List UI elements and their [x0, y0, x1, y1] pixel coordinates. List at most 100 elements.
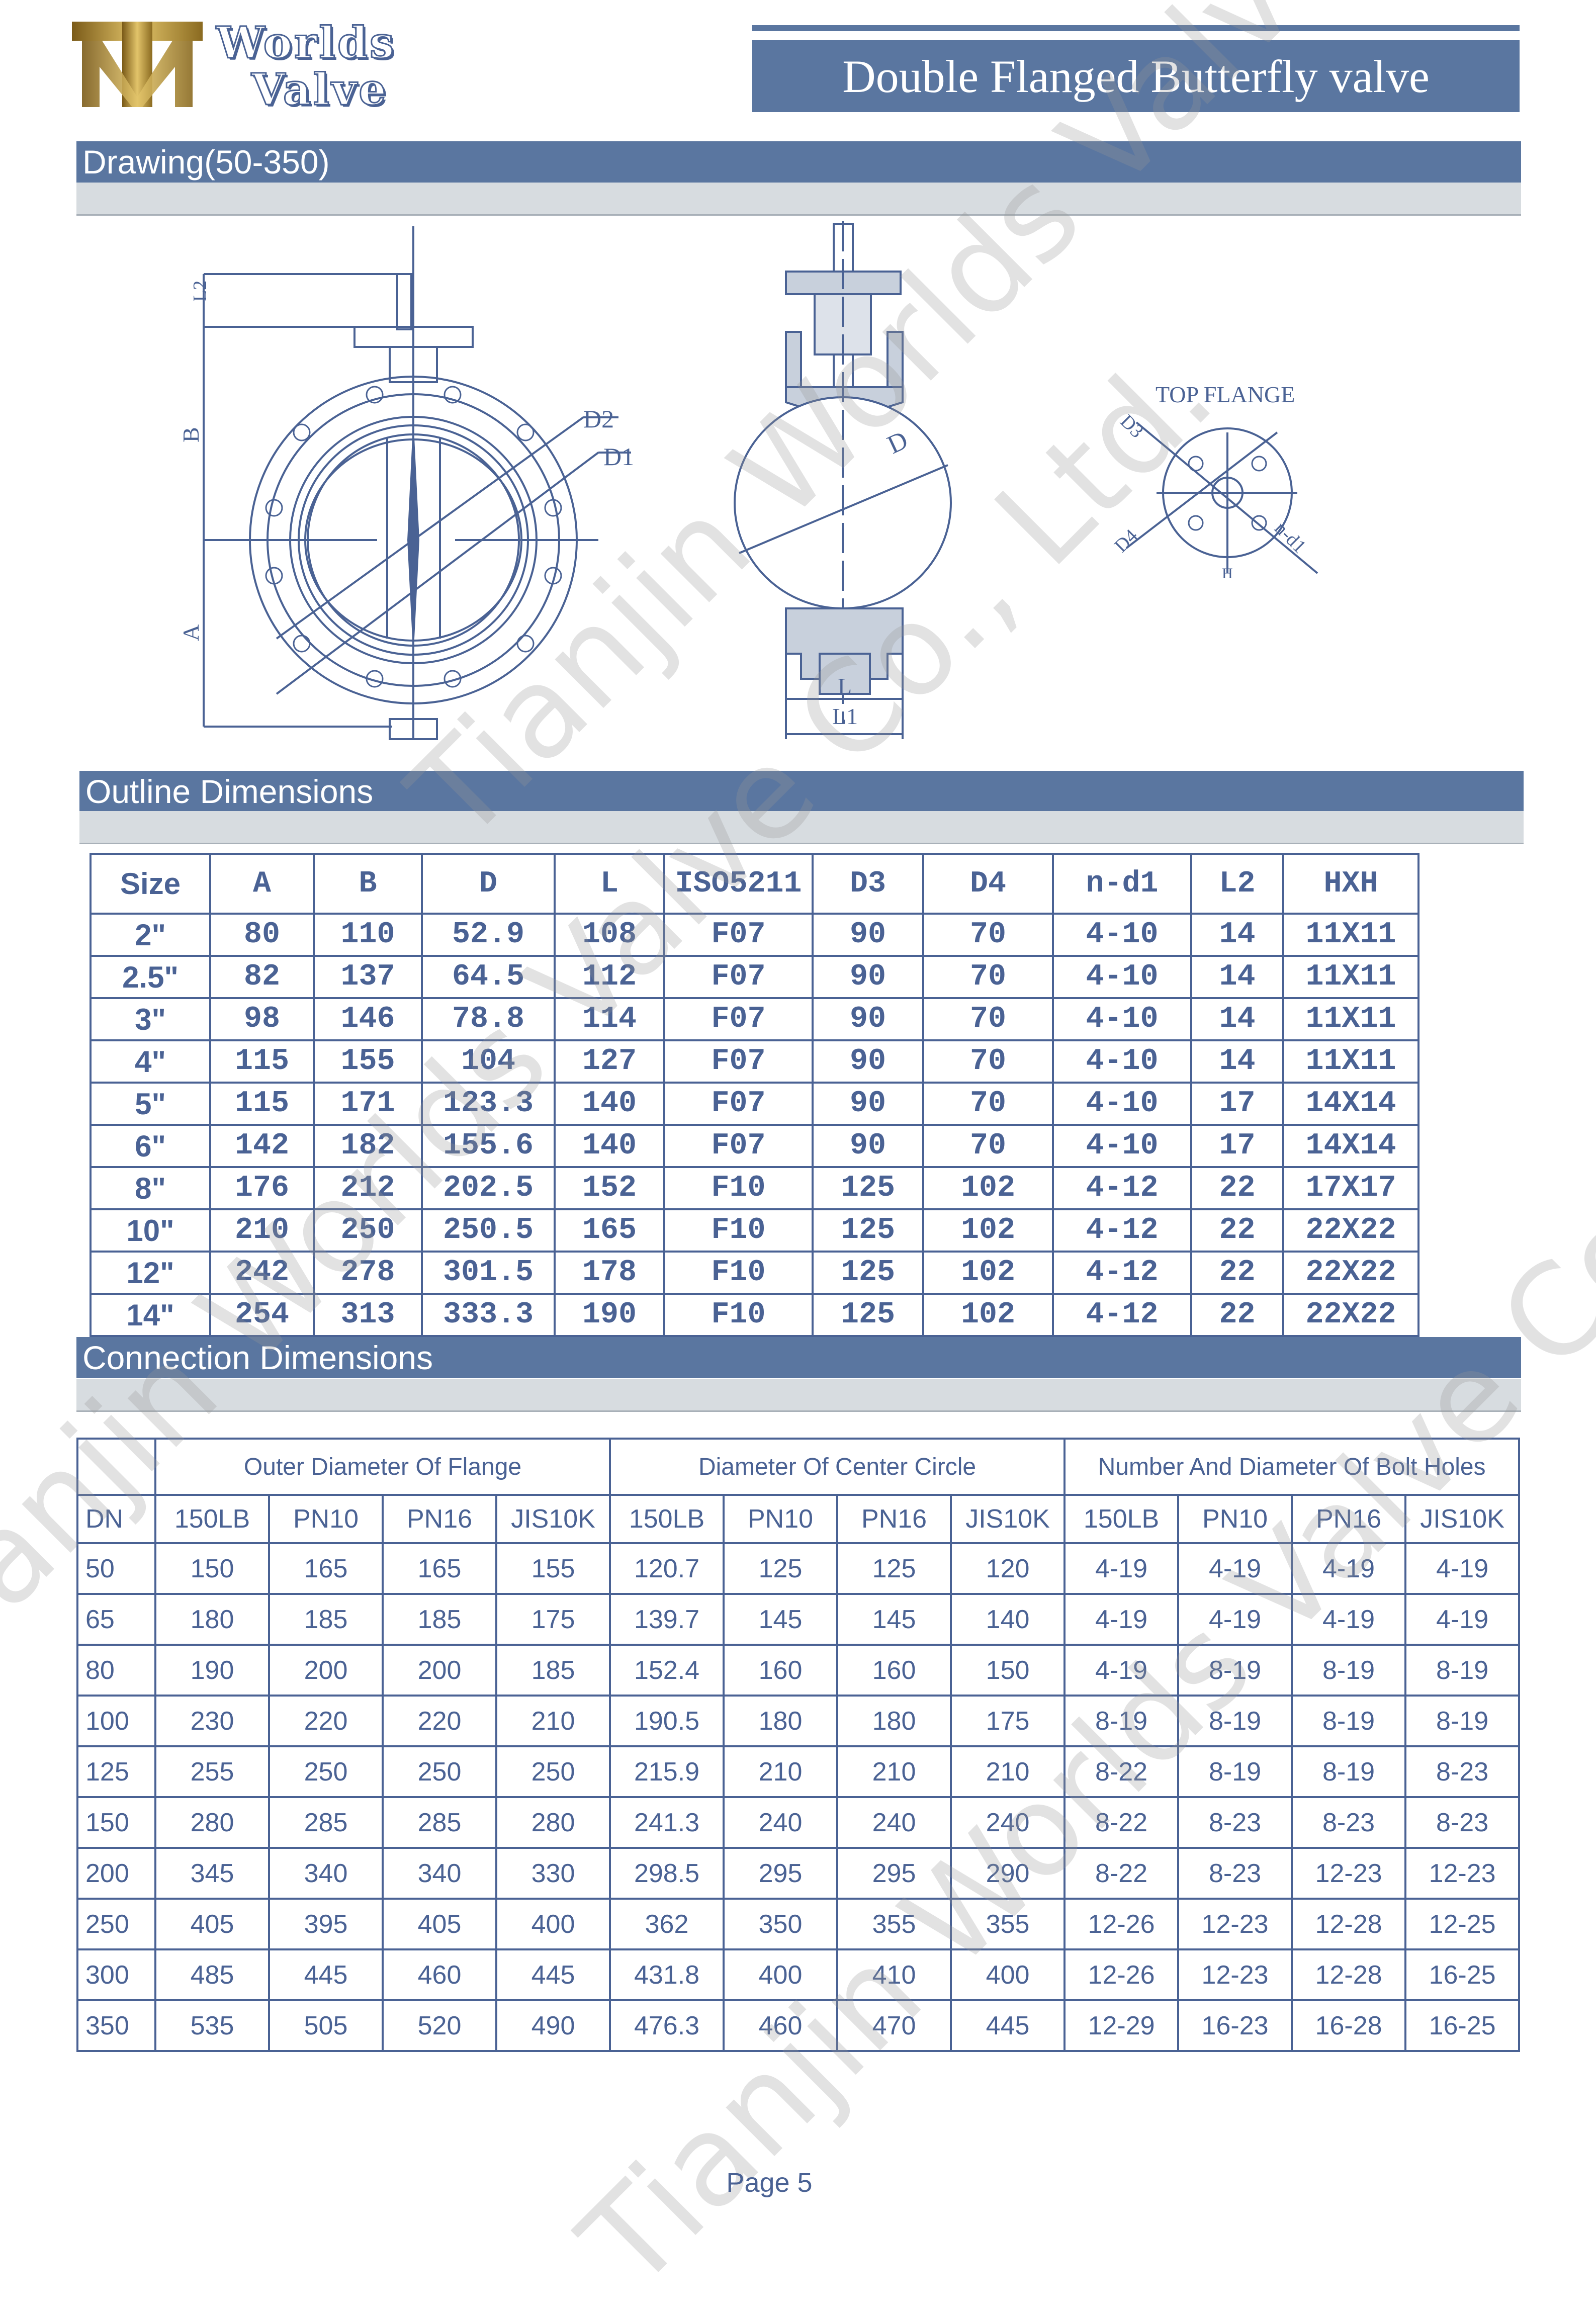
- table-cell: 182: [313, 1124, 423, 1168]
- table-cell: 295: [723, 1847, 839, 1900]
- table-cell: 476.3: [609, 1999, 725, 2052]
- table-cell: 180: [723, 1695, 839, 1747]
- table-cell: 301.5: [421, 1251, 556, 1295]
- table-cell: 155: [495, 1542, 611, 1595]
- table-cell: 210: [495, 1695, 611, 1747]
- table-cell: 185: [382, 1593, 497, 1646]
- dim-label-h: H: [1222, 565, 1233, 582]
- table-cell: 220: [382, 1695, 497, 1747]
- section-divider: [79, 811, 1524, 844]
- table-cell: 102: [922, 1166, 1054, 1210]
- table-cell: 330: [495, 1847, 611, 1900]
- table-cell: 22X22: [1282, 1251, 1420, 1295]
- table-header-row: Size A B D L ISO5211 D3 D4 n-d1 L2 HXH: [90, 853, 1420, 915]
- table-cell: 280: [154, 1796, 270, 1849]
- column-header: D4: [922, 853, 1054, 915]
- table-cell: 70: [922, 1039, 1054, 1084]
- column-header: 150LB: [609, 1494, 725, 1544]
- table-cell: 4-12: [1052, 1166, 1192, 1210]
- table-cell: 255: [154, 1745, 270, 1798]
- dim-label-a: A: [178, 625, 204, 641]
- table-cell: 125: [812, 1208, 924, 1253]
- table-cell: 8-23: [1177, 1796, 1293, 1849]
- table-cell: 185: [495, 1644, 611, 1697]
- table-cell: 140: [554, 1124, 665, 1168]
- table-cell: 200: [382, 1644, 497, 1697]
- logo-text-worlds: Worlds: [215, 17, 396, 69]
- table-cell: 4-19: [1177, 1542, 1293, 1595]
- table-cell: 160: [836, 1644, 952, 1697]
- dim-label-d4: D4: [1110, 525, 1142, 557]
- valve-technical-drawing: L2 B A D2 D1 D L L1 TOP FLANGE D3 D4 n-d…: [178, 221, 1318, 740]
- table-cell: 8-19: [1291, 1745, 1407, 1798]
- table-header-row: DN 150LB PN10 PN16 JIS10K 150LB PN10 PN16 JIS10K…: [76, 1494, 1521, 1544]
- table-cell: 150: [950, 1644, 1066, 1697]
- table-cell: 400: [950, 1948, 1066, 2001]
- table-cell: 350: [76, 1999, 156, 2052]
- table-cell: 8-23: [1291, 1796, 1407, 1849]
- group-header-outer-diameter: Outer Diameter Of Flange: [154, 1438, 611, 1496]
- table-cell: 362: [609, 1898, 725, 1950]
- table-cell: 220: [268, 1695, 384, 1747]
- table-cell: 165: [382, 1542, 497, 1595]
- column-header: A: [209, 853, 315, 915]
- table-cell: 10": [90, 1208, 211, 1253]
- table-cell: 16-25: [1404, 1948, 1521, 2001]
- table-cell: 90: [812, 955, 924, 999]
- table-cell: 137: [313, 955, 423, 999]
- dim-label-d1: D1: [603, 442, 634, 471]
- table-row: 200 345 340 340 330 298.5 295 295 290 8-22 8-23 12-…: [76, 1847, 1521, 1900]
- table-cell: 16-25: [1404, 1999, 1521, 2052]
- table-cell: 12-23: [1177, 1948, 1293, 2001]
- table-row: 12" 242 278 301.5 178 F10 125 102 4-12 22 22X22: [90, 1251, 1420, 1295]
- table-cell: 4-19: [1177, 1593, 1293, 1646]
- table-cell: 4-12: [1052, 1208, 1192, 1253]
- table-cell: 64.5: [421, 955, 556, 999]
- table-cell: 240: [836, 1796, 952, 1849]
- table-cell: 108: [554, 913, 665, 957]
- table-cell: 8-23: [1177, 1847, 1293, 1900]
- table-cell: 125: [812, 1166, 924, 1210]
- table-cell: F10: [663, 1251, 814, 1295]
- table-cell: 140: [950, 1593, 1066, 1646]
- dim-label-d2: D2: [583, 405, 614, 433]
- table-cell: 445: [950, 1999, 1066, 2052]
- table-cell: 146: [313, 997, 423, 1041]
- table-cell: 150: [154, 1542, 270, 1595]
- table-cell: 90: [812, 913, 924, 957]
- empty-header-cell: [76, 1438, 156, 1496]
- table-cell: 82: [209, 955, 315, 999]
- section-divider: [76, 1379, 1521, 1412]
- table-row: 300 485 445 460 445 431.8 400 410 400 12-26 12-23 1…: [76, 1948, 1521, 2001]
- table-cell: 350: [723, 1898, 839, 1950]
- table-cell: 125: [723, 1542, 839, 1595]
- table-cell: F10: [663, 1293, 814, 1337]
- table-cell: 280: [495, 1796, 611, 1849]
- table-cell: 200: [76, 1847, 156, 1900]
- dim-label-l2: L2: [190, 281, 211, 302]
- table-row: 5" 115 171 123.3 140 F07 90 70 4-10 17 14X14: [90, 1082, 1420, 1126]
- table-cell: 445: [268, 1948, 384, 2001]
- table-cell: 210: [723, 1745, 839, 1798]
- table-cell: 4-12: [1052, 1293, 1192, 1337]
- table-cell: 8-19: [1291, 1644, 1407, 1697]
- table-cell: 17: [1190, 1082, 1284, 1126]
- table-cell: F10: [663, 1208, 814, 1253]
- table-cell: 290: [950, 1847, 1066, 1900]
- table-cell: 240: [950, 1796, 1066, 1849]
- table-cell: 12-23: [1291, 1847, 1407, 1900]
- table-cell: 17X17: [1282, 1166, 1420, 1210]
- table-cell: 405: [154, 1898, 270, 1950]
- table-cell: F07: [663, 997, 814, 1041]
- column-header: PN16: [1291, 1494, 1407, 1544]
- column-header: 150LB: [154, 1494, 270, 1544]
- table-cell: 70: [922, 1082, 1054, 1126]
- section-header-outline: Outline Dimensions: [79, 771, 1524, 812]
- table-cell: 120: [950, 1542, 1066, 1595]
- table-cell: 395: [268, 1898, 384, 1950]
- table-cell: 115: [209, 1082, 315, 1126]
- table-cell: 80: [209, 913, 315, 957]
- table-cell: 4-19: [1404, 1542, 1521, 1595]
- table-cell: 100: [76, 1695, 156, 1747]
- table-cell: 70: [922, 955, 1054, 999]
